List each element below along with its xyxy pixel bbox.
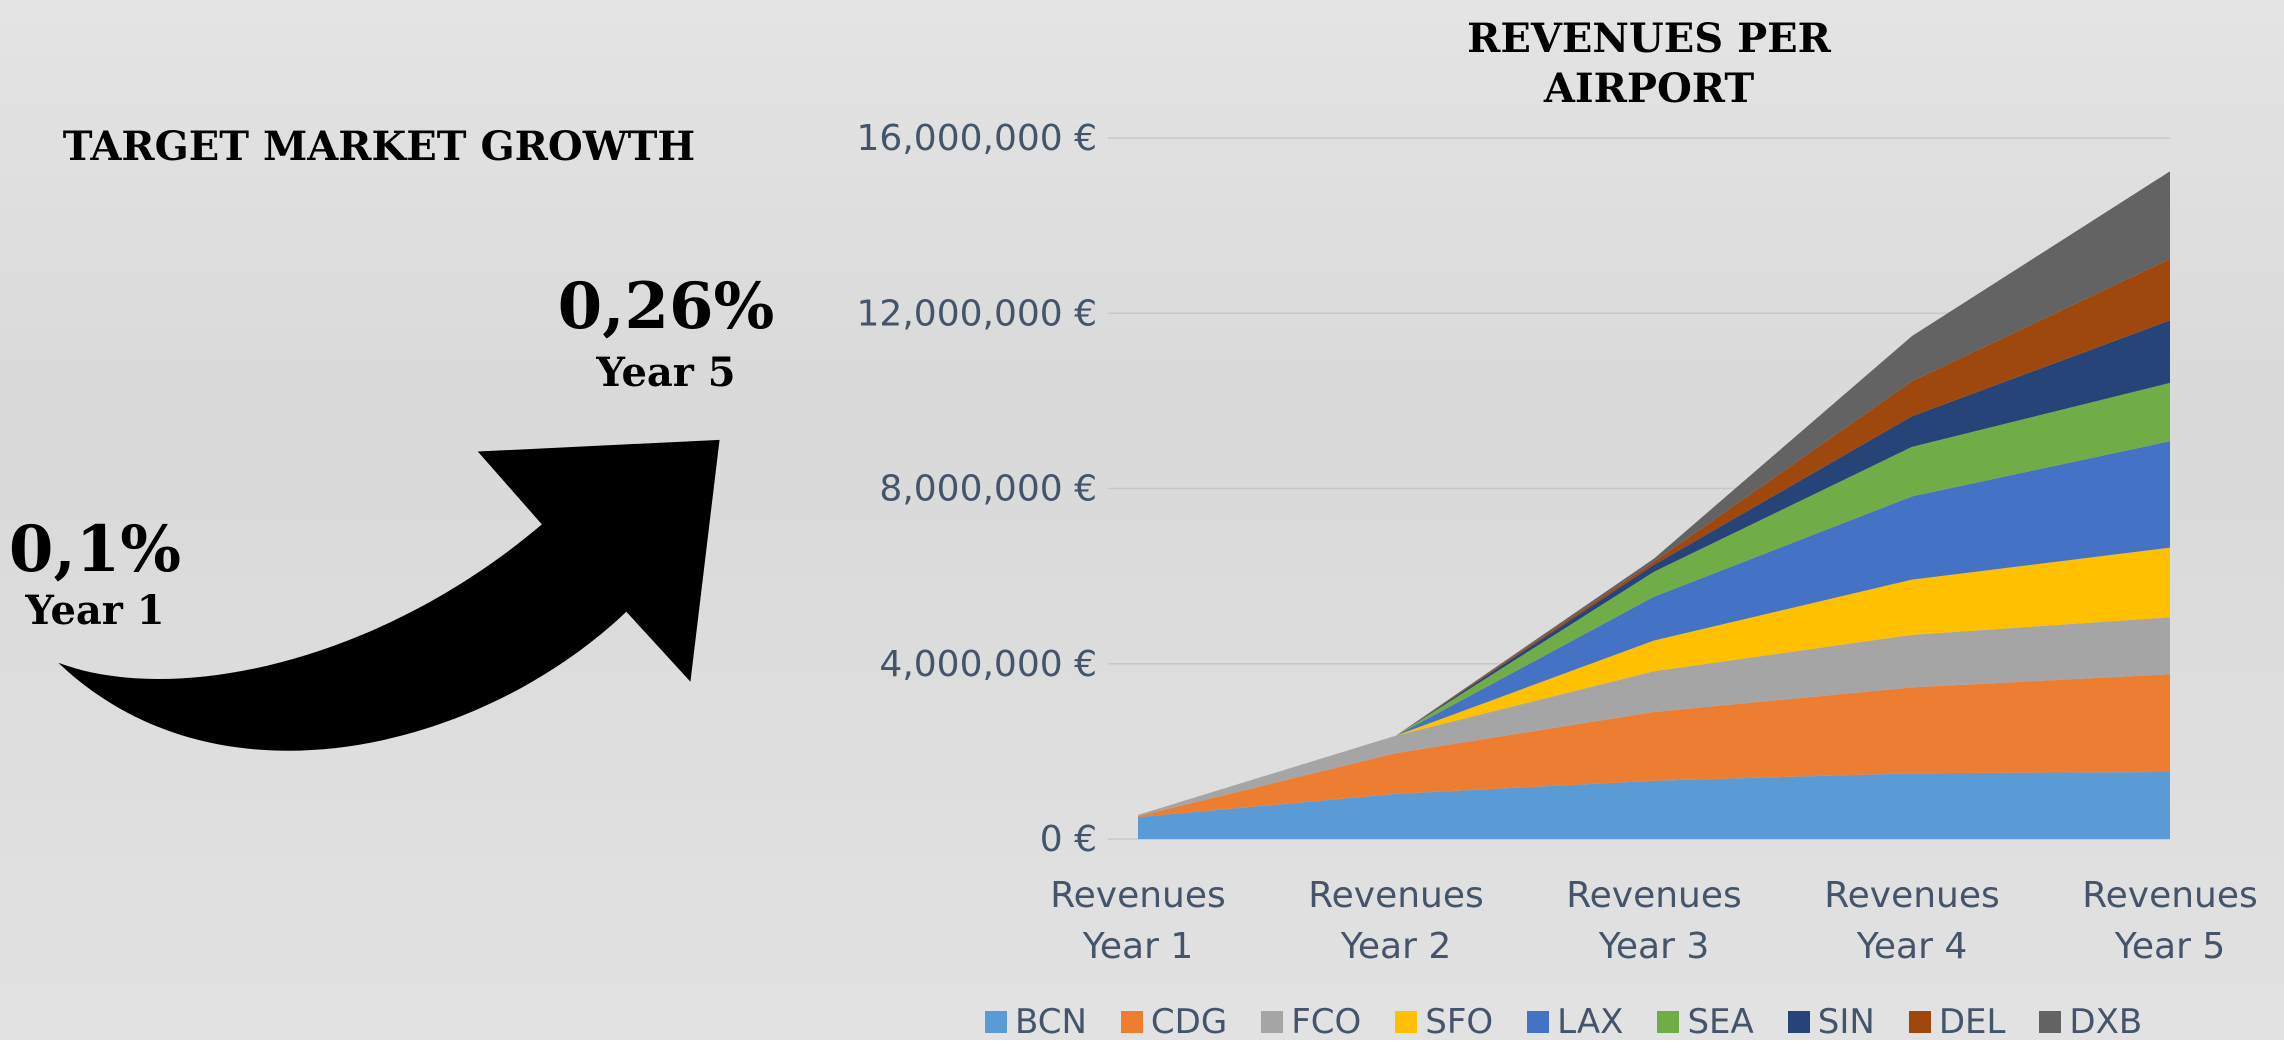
area xyxy=(1138,617,2170,817)
y-tick-label: 16,000,000 € xyxy=(857,118,1097,159)
legend-label: SFO xyxy=(1425,1002,1494,1042)
chart-title: REVENUES PER AIRPORT xyxy=(1467,15,1831,112)
x-tick-label: Revenues Year 5 xyxy=(2082,875,2258,967)
legend-item: FCO xyxy=(1261,1002,1361,1042)
legend-swatch xyxy=(1657,1011,1680,1033)
legend-swatch xyxy=(1787,1011,1810,1033)
end-value: 0,26% xyxy=(558,269,775,344)
legend-label: SEA xyxy=(1687,1002,1754,1042)
legend-item: BCN xyxy=(985,1002,1087,1042)
legend-swatch xyxy=(2039,1011,2062,1033)
start-value: 0,1% xyxy=(9,512,181,587)
area xyxy=(1138,382,2170,815)
legend-item: SFO xyxy=(1395,1002,1493,1042)
legend-swatch xyxy=(1908,1011,1931,1033)
legend: BCN CDG FCO SFO LAX SEA SIN DEL DXB xyxy=(985,1002,2142,1042)
legend-swatch xyxy=(1527,1011,1550,1033)
x-tick-label: Revenues Year 2 xyxy=(1308,875,1484,967)
growth-arrow xyxy=(58,439,720,751)
legend-label: SIN xyxy=(1817,1002,1875,1042)
growth-title: TARGET MARKET GROWTH xyxy=(63,123,695,170)
y-tick-label: 4,000,000 € xyxy=(879,644,1097,685)
legend-swatch xyxy=(1261,1011,1284,1033)
legend-label: LAX xyxy=(1557,1002,1624,1042)
area xyxy=(1138,771,2170,839)
start-label: Year 1 xyxy=(24,587,164,634)
legend-swatch xyxy=(1395,1011,1418,1033)
legend-label: DEL xyxy=(1938,1002,2006,1042)
area xyxy=(1138,320,2170,815)
area xyxy=(1138,547,2170,815)
area xyxy=(1138,258,2170,815)
x-tick-label: Revenues Year 1 xyxy=(1050,875,1226,967)
end-label: Year 5 xyxy=(595,349,735,396)
y-tick-label: 8,000,000 € xyxy=(879,469,1097,510)
legend-swatch xyxy=(1120,1011,1143,1033)
legend-item: LAX xyxy=(1527,1002,1623,1042)
legend-label: BCN xyxy=(1015,1002,1087,1042)
legend-item: SEA xyxy=(1657,1002,1754,1042)
chart: 0 € 4,000,000 € 8,000,000 € 12,000,000 € 16,… xyxy=(857,118,2170,860)
legend-label: FCO xyxy=(1291,1002,1362,1042)
area xyxy=(1138,674,2170,818)
legend-item: DEL xyxy=(1908,1002,2006,1042)
legend-label: DXB xyxy=(2069,1002,2143,1042)
legend-item: DXB xyxy=(2039,1002,2142,1042)
legend-item: SIN xyxy=(1787,1002,1875,1042)
legend-label: CDG xyxy=(1150,1002,1228,1042)
y-tick-label: 12,000,000 € xyxy=(857,293,1097,334)
x-tick-label: Revenues Year 4 xyxy=(1824,875,2000,967)
y-tick-label: 0 € xyxy=(1040,819,1097,860)
area xyxy=(1138,441,2170,815)
legend-swatch xyxy=(985,1011,1007,1033)
legend-item: CDG xyxy=(1120,1002,1228,1042)
x-tick-label: Revenues Year 3 xyxy=(1566,875,1742,967)
